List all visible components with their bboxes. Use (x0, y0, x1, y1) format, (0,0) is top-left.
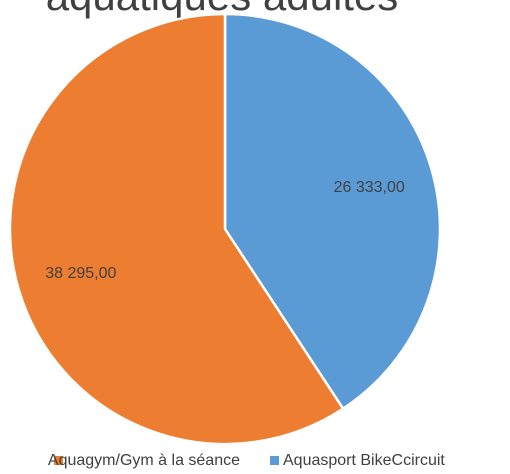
legend-label: Aquasport BikeCcircuit (283, 452, 445, 469)
legend-swatch (270, 456, 279, 465)
legend-label: Aquagym/Gym à la séance (48, 452, 240, 469)
pie-slice (8, 12, 345, 446)
legend-swatch (54, 456, 63, 465)
chart-title: aquatiques adultes (46, 0, 399, 19)
data-label: 26 333,00 (334, 179, 405, 196)
data-label: 38 295,00 (45, 265, 116, 282)
